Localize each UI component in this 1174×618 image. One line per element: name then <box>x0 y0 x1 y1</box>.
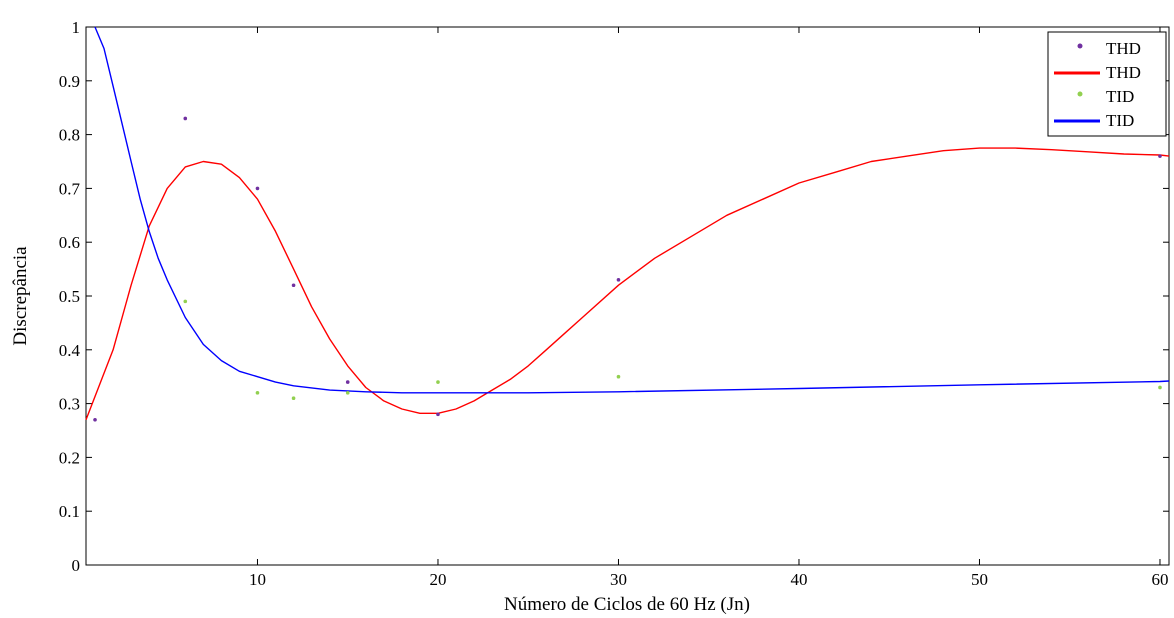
x-axis-label: Número de Ciclos de 60 Hz (Jn) <box>504 594 750 615</box>
legend-label: TID <box>1106 87 1134 106</box>
y-tick-label: 1 <box>72 18 81 37</box>
data-point-thd <box>345 380 350 384</box>
data-point-tid <box>616 374 621 379</box>
series-line-thd-1 <box>85 147 1170 420</box>
y-tick-label: 0.9 <box>59 72 80 91</box>
y-tick-label: 0.4 <box>59 341 81 360</box>
data-point-thd <box>183 116 188 121</box>
legend-label: THD <box>1106 63 1141 82</box>
y-tick-label: 0.1 <box>59 502 80 521</box>
data-point-tid <box>1158 385 1162 390</box>
legend-marker <box>1077 91 1083 97</box>
legend-marker <box>1077 43 1083 49</box>
legend: THD THD TID TID <box>1047 31 1167 137</box>
data-point-thd <box>1158 154 1162 158</box>
data-point-tid <box>183 299 188 304</box>
legend-label: TID <box>1106 111 1134 130</box>
data-point-thd <box>436 412 440 417</box>
data-point-tid <box>291 396 296 401</box>
x-tick-label: 40 <box>790 570 807 589</box>
data-point-thd <box>255 186 260 191</box>
x-tick-label: 10 <box>249 570 266 589</box>
data-point-tid <box>255 391 260 395</box>
legend-label: THD <box>1106 39 1141 58</box>
x-tick-label: 50 <box>971 570 988 589</box>
y-tick-label: 0.7 <box>59 179 81 198</box>
y-tick-label: 0.8 <box>59 126 80 145</box>
plot-frame <box>85 26 1170 566</box>
data-point-thd <box>93 417 97 422</box>
series-layer <box>85 26 1170 422</box>
data-point-thd <box>616 278 621 282</box>
y-axis-label: Discrepância <box>10 246 31 346</box>
x-tick-label: 30 <box>610 570 627 589</box>
y-tick-label: 0.2 <box>59 448 80 467</box>
y-tick-label: 0 <box>72 556 81 575</box>
y-tick-label: 0.3 <box>59 395 80 414</box>
series-line-tid-3 <box>94 26 1170 394</box>
y-tick-label: 0.6 <box>59 233 80 252</box>
data-point-tid <box>436 380 440 384</box>
axis-ticks: 10 20 30 40 50 60 0 0.1 0.2 0.3 0.4 0.5 0.6 0.7 0.8 0.9… <box>59 18 1169 589</box>
x-tick-label: 60 <box>1151 570 1168 589</box>
x-tick-label: 20 <box>429 570 446 589</box>
data-point-thd <box>291 283 296 288</box>
data-point-tid <box>345 391 350 395</box>
legend-box <box>1047 31 1167 137</box>
y-tick-label: 0.5 <box>59 287 80 306</box>
